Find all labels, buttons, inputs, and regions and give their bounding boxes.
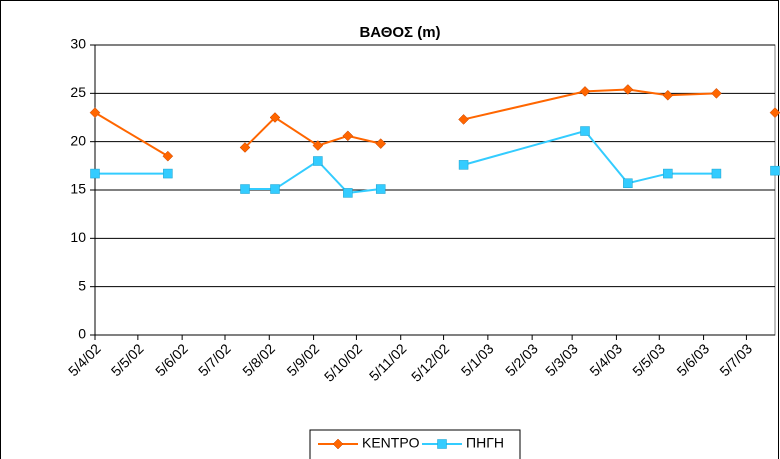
marker	[269, 112, 281, 123]
marker	[375, 184, 386, 194]
marker	[622, 84, 634, 95]
marker	[239, 142, 251, 153]
marker	[270, 184, 280, 194]
chart-title: ΒΑΘΟΣ (m)	[359, 24, 440, 41]
marker	[343, 188, 353, 198]
marker	[711, 87, 722, 99]
marker	[580, 126, 590, 136]
marker	[163, 168, 173, 179]
legend: ΚΕΝΤΡΟ ΠΗΓΗ	[309, 429, 521, 459]
marker	[240, 184, 250, 194]
y-tick-label: 15	[70, 181, 86, 197]
marker	[437, 439, 447, 449]
marker	[90, 168, 100, 179]
marker	[663, 168, 673, 179]
marker	[711, 168, 722, 179]
marker	[162, 150, 174, 162]
marker	[458, 160, 469, 170]
marker	[579, 86, 591, 97]
y-tick-label: 5	[78, 277, 86, 293]
marker	[89, 107, 101, 119]
marker	[662, 89, 674, 101]
marker	[769, 107, 780, 119]
legend-label: ΚΕΝΤΡΟ	[362, 435, 420, 451]
marker	[770, 165, 780, 176]
marker	[342, 130, 354, 142]
marker	[332, 438, 344, 450]
marker	[623, 178, 633, 188]
marker	[458, 114, 469, 125]
y-tick-label: 10	[70, 229, 86, 245]
y-tick-label: 30	[70, 36, 86, 52]
marker	[375, 138, 387, 149]
y-tick-label: 25	[70, 84, 86, 100]
legend-label: ΠΗΓΗ	[466, 435, 504, 451]
marker	[313, 156, 323, 166]
y-tick-label: 20	[70, 132, 86, 148]
y-tick-label: 0	[78, 326, 86, 342]
marker	[312, 140, 324, 151]
